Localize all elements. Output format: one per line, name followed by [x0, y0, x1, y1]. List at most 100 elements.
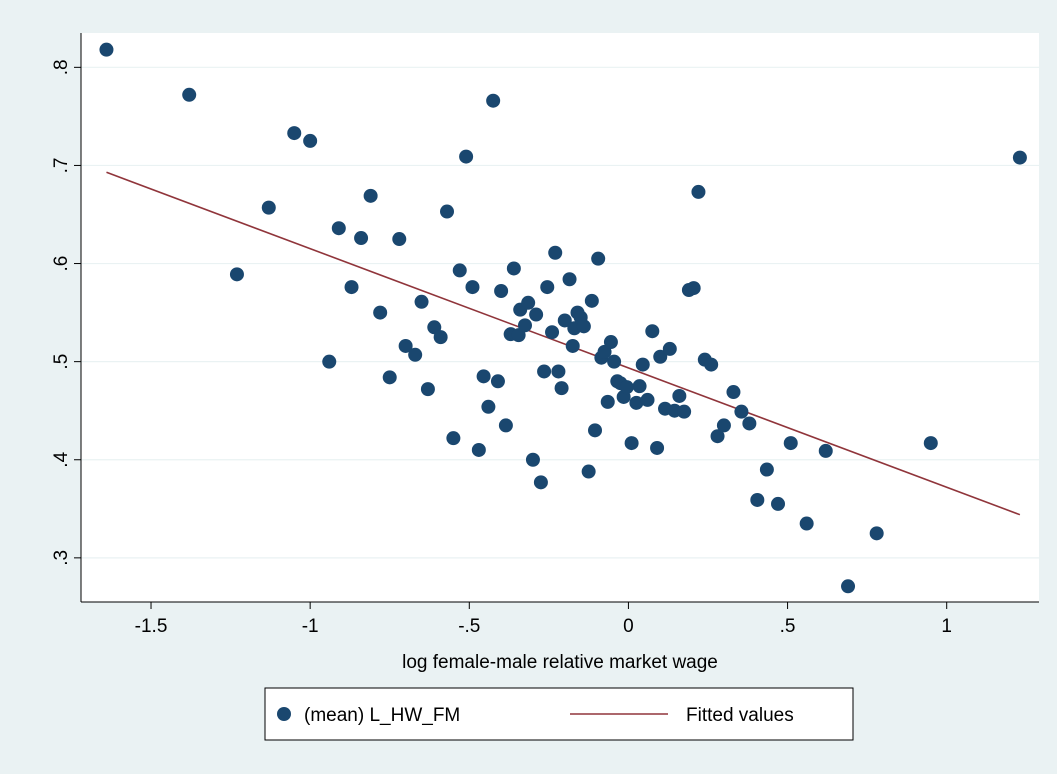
scatter-point — [498, 418, 513, 433]
scatter-point — [517, 318, 532, 333]
scatter-point — [742, 416, 757, 431]
scatter-point — [557, 313, 572, 328]
scatter-point — [672, 388, 687, 403]
scatter-point — [529, 307, 544, 322]
scatter-point — [841, 579, 856, 594]
legend: (mean) L_HW_FM Fitted values — [264, 687, 854, 741]
scatter-point — [303, 133, 318, 148]
scatter-point — [331, 221, 346, 236]
scatter-point — [562, 272, 577, 287]
legend-box — [264, 687, 854, 741]
y-tick-label: .8 — [51, 59, 72, 75]
x-tick-label: .5 — [780, 616, 796, 637]
scatter-point — [382, 370, 397, 385]
scatter-point — [398, 338, 413, 353]
x-tick-label: -1.5 — [135, 616, 168, 637]
scatter-point — [408, 347, 423, 362]
scatter-point — [545, 325, 560, 340]
scatter-point — [750, 492, 765, 507]
scatter-point — [677, 404, 692, 419]
scatter-point — [533, 475, 548, 490]
scatter-point — [783, 436, 798, 451]
scatter-point — [551, 364, 566, 379]
scatter-point — [540, 280, 555, 295]
scatter-point — [640, 392, 655, 407]
scatter-point — [1012, 150, 1027, 165]
scatter-point — [632, 379, 647, 394]
scatter-point — [591, 251, 606, 266]
scatter-point — [481, 399, 496, 414]
scatter-point — [554, 381, 569, 396]
scatter-point — [771, 496, 786, 511]
legend-scatter-marker — [277, 707, 291, 721]
scatter-point — [433, 330, 448, 345]
scatter-point — [537, 364, 552, 379]
scatter-point — [414, 294, 429, 309]
scatter-point — [322, 354, 337, 369]
legend-scatter-label: (mean) L_HW_FM — [304, 705, 460, 726]
scatter-point — [446, 431, 461, 446]
scatter-point — [686, 281, 701, 296]
y-tick-label: .4 — [51, 451, 72, 467]
scatter-point — [619, 380, 634, 395]
scatter-point — [635, 357, 650, 372]
scatter-points-layer — [99, 42, 1027, 594]
scatter-point — [734, 404, 749, 419]
legend-line-label: Fitted values — [686, 705, 794, 726]
scatter-point — [459, 149, 474, 164]
fitted-line-layer — [106, 171, 1021, 516]
grid-lines — [81, 66, 1039, 559]
scatter-point — [726, 385, 741, 400]
scatter-point — [650, 440, 665, 455]
fitted-line — [106, 171, 1021, 516]
scatter-point — [759, 462, 774, 477]
scatter-point — [603, 335, 618, 350]
x-tick-label: 1 — [941, 616, 952, 637]
scatter-point — [354, 231, 369, 246]
scatter-point — [923, 436, 938, 451]
scatter-point — [869, 526, 884, 541]
scatter-point — [420, 382, 435, 397]
scatter-point — [440, 204, 455, 219]
scatter-point — [486, 93, 501, 108]
scatter-point — [548, 245, 563, 260]
scatter-point — [476, 369, 491, 384]
x-axis-title: log female-male relative market wage — [402, 652, 718, 673]
scatter-point — [471, 442, 486, 457]
scatter-point — [565, 338, 580, 353]
scatter-point — [99, 42, 114, 57]
scatter-point — [629, 395, 644, 410]
axis-ticks: .3 .4 .5 .6 .7 .8 -1.5 -1 -.5 0 .5 1 — [51, 59, 952, 637]
scatter-point — [799, 516, 814, 531]
scatter-point — [525, 452, 540, 467]
scatter-point — [581, 464, 596, 479]
x-tick-label: -1 — [302, 616, 319, 637]
scatter-point — [624, 436, 639, 451]
scatter-point — [584, 293, 599, 308]
scatter-point — [182, 87, 197, 102]
scatter-point — [716, 418, 731, 433]
y-tick-label: .3 — [51, 550, 72, 566]
scatter-point — [576, 319, 591, 334]
scatter-point — [452, 263, 467, 278]
scatter-point — [662, 341, 677, 356]
scatter-point — [465, 280, 480, 295]
scatter-point — [392, 232, 407, 247]
scatter-point — [494, 284, 509, 299]
scatter-point — [373, 305, 388, 320]
scatter-point — [704, 357, 719, 372]
y-tick-label: .6 — [51, 256, 72, 272]
scatter-point — [691, 184, 706, 199]
scatter-point — [287, 126, 302, 141]
scatter-point — [607, 354, 622, 369]
x-tick-label: 0 — [623, 616, 634, 637]
scatter-point — [645, 324, 660, 339]
scatter-point — [653, 349, 668, 364]
scatter-point — [600, 394, 615, 409]
y-tick-label: .5 — [51, 354, 72, 370]
scatter-point — [588, 423, 603, 438]
scatter-point — [521, 295, 536, 310]
scatter-point — [344, 280, 359, 295]
scatter-point — [506, 261, 521, 276]
